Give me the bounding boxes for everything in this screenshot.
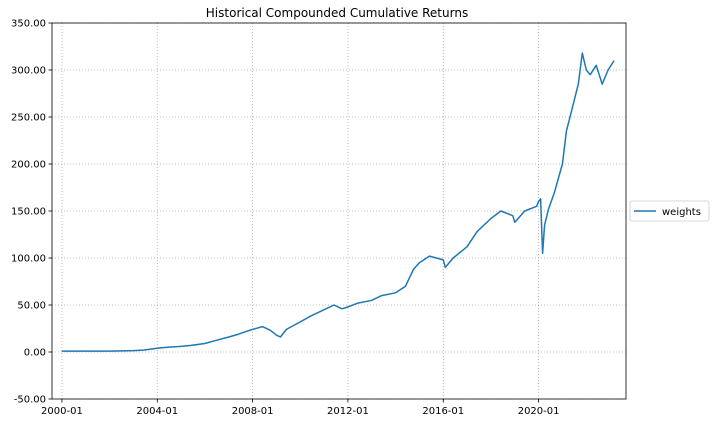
y-tick-label: 150.00 — [11, 207, 46, 218]
y-tick-label: 0.00 — [24, 348, 46, 359]
series-line-weights — [61, 52, 615, 352]
x-tick-label: 2016-01 — [422, 406, 464, 417]
legend-box — [629, 200, 710, 222]
x-axis: 2000-01 2004-01 2008-01 2012-01 2016-01 2020-… — [41, 399, 560, 417]
legend: weights — [629, 200, 710, 222]
grid-lines — [52, 22, 626, 400]
y-tick-label: 50.00 — [17, 301, 46, 312]
y-tick-label: 250.00 — [11, 113, 46, 124]
series-layer — [61, 52, 615, 352]
y-tick-label: -50.00 — [14, 395, 46, 406]
y-tick-label: 200.00 — [11, 160, 46, 171]
x-tick-label: 2004-01 — [136, 406, 178, 417]
y-tick-label: 300.00 — [11, 66, 46, 77]
chart-title: Historical Compounded Cumulative Returns — [206, 6, 468, 20]
plot-area-frame — [51, 22, 627, 400]
x-tick-label: 2000-01 — [41, 406, 83, 417]
y-axis: -50.00 0.00 50.00 100.00 150.00 200.00 250.00 3… — [11, 19, 52, 406]
y-tick-label: 100.00 — [11, 254, 46, 265]
x-tick-label: 2020-01 — [518, 406, 560, 417]
y-tick-label: 350.00 — [11, 19, 46, 30]
x-tick-label: 2012-01 — [327, 406, 369, 417]
legend-label-weights: weights — [662, 207, 701, 218]
x-tick-label: 2008-01 — [232, 406, 274, 417]
